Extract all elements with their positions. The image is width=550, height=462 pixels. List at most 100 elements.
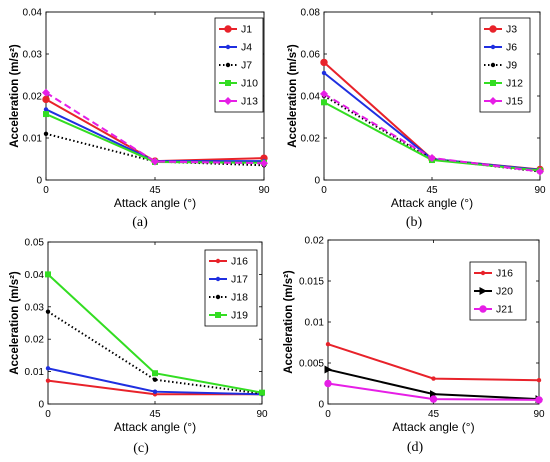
panel3-series-j17-point — [152, 389, 158, 394]
panel2-legend-j15-label: J15 — [506, 96, 523, 108]
panel1-series-j13-point — [260, 159, 268, 168]
panel2-ytick-label: 0.08 — [301, 8, 321, 19]
panel1-legend-j4-marker — [225, 44, 231, 50]
panel2-ytick-label: 0.04 — [301, 92, 321, 103]
panel3-x-axis-title: Attack angle (°) — [114, 420, 196, 434]
panel2-xtick-label: 0 — [321, 185, 327, 196]
panel1: 0 0.01 0.02 0.03 0.04 0 45 90 Attack angle (°) Ac… — [9, 8, 270, 231]
panel1-x-axis-title: Attack angle (°) — [114, 196, 196, 210]
panel3-legend-j18-label: J18 — [231, 292, 248, 304]
panel2-legend-j15-marker — [489, 97, 497, 105]
panel4-ytick-label: 0.02 — [305, 236, 325, 247]
panel2-ytick-label: 0.02 — [301, 134, 321, 145]
panel4-caption: (d) — [407, 440, 424, 455]
panel3-series-j16-point — [45, 378, 51, 383]
panel4-ytick-label: 0.005 — [299, 359, 324, 370]
panel4-xtick-label: 90 — [533, 409, 545, 420]
panel1-series-j13-line — [45, 91, 265, 165]
panel1-xtick-label: 90 — [258, 185, 270, 196]
panel2: 0 0.02 0.04 0.06 0.08 0 45 90 Attack angle (°) Ac… — [287, 8, 546, 231]
panel3-y-axis-title: Acceleration (m/s²) — [9, 271, 21, 375]
panel4-series-j16-point — [325, 341, 331, 347]
panel4-legend-j16-marker — [480, 270, 486, 276]
panel1-xtick-label: 0 — [43, 185, 49, 196]
panel3-xtick-label: 0 — [45, 409, 51, 420]
panel2-y-axis-title: Acceleration (m/s²) — [287, 44, 299, 148]
panel4-ytick-label: 0 — [318, 400, 324, 411]
panel2-series-j15-point — [320, 89, 328, 98]
panel4-series-j21-point — [429, 395, 438, 403]
panel3-xtick-label: 45 — [149, 409, 161, 420]
panel4-series-j21-point — [324, 379, 332, 388]
panel1-legend-j10-label: J10 — [241, 78, 258, 90]
panel1-legend-j1-marker — [224, 25, 232, 33]
panel2-legend-j9-label: J9 — [506, 60, 517, 72]
panel4-legend-j20-marker — [479, 287, 487, 295]
panel3-legend-j16-marker — [215, 258, 221, 264]
panel1-series-j13-point — [42, 88, 50, 97]
panel2-series-j15-point — [428, 153, 436, 162]
panel1-y-axis-title: Acceleration (m/s²) — [9, 44, 21, 148]
panel1-series-j4-point — [43, 107, 49, 112]
panel1-legend-j4-label: J4 — [241, 42, 252, 54]
panel1-legend-j10-marker — [225, 80, 231, 86]
panel1-caption: (a) — [132, 215, 148, 230]
panel3-series-j19-point — [152, 370, 158, 377]
panel2-legend-j3-marker — [489, 25, 497, 33]
panel3-series-j19-point — [45, 271, 51, 278]
panel2-series-j3-point — [320, 58, 328, 67]
panel1-legend-j7-label: J7 — [241, 60, 252, 72]
panel3-legend-j16-label: J16 — [231, 256, 248, 268]
panel2-xtick-label: 45 — [426, 185, 438, 196]
panel4-xtick-label: 0 — [325, 409, 331, 420]
panel2-legend-j3-label: J3 — [506, 24, 517, 36]
panel4-x-axis-title: Attack angle (°) — [392, 420, 474, 434]
panel4-y-axis-title: Acceleration (m/s²) — [283, 270, 295, 374]
panel1-series-j10-point — [43, 111, 49, 118]
panel1-series-j10-line — [45, 113, 265, 164]
panel1-ytick-label: 0.04 — [23, 8, 43, 19]
panel4-ytick-label: 0.01 — [305, 318, 325, 329]
panel3-xtick-label: 90 — [256, 409, 268, 420]
panel4-series-j16-line — [327, 343, 540, 382]
panel3-ytick-label: 0.01 — [25, 367, 45, 378]
panel4-xtick-label: 45 — [428, 409, 440, 420]
panel3-series-j18-point — [45, 309, 51, 314]
panel3-ytick-label: 0.03 — [25, 302, 45, 313]
panel3-series-j17-point — [45, 366, 51, 371]
panel1-series-j7-point — [43, 131, 49, 136]
panel4-legend-j21-marker — [479, 305, 487, 313]
panel3-legend-box — [204, 249, 258, 327]
panel3-caption: (c) — [133, 441, 149, 456]
panel2-ytick-label: 0 — [314, 176, 320, 187]
panel4-legend-j20-label: J20 — [496, 286, 513, 298]
panel1-series-j13-point — [151, 157, 159, 166]
panel1-ytick-label: 0 — [36, 176, 42, 187]
panel3-legend-j17-label: J17 — [231, 274, 248, 286]
panel3-legend-j18-marker — [215, 294, 221, 300]
panel4: 0 0.005 0.01 0.015 0.02 0 45 90 Attack angle (°)… — [283, 236, 545, 456]
panel1-ytick-label: 0.02 — [23, 92, 43, 103]
panel2-legend-j12-marker — [490, 80, 496, 86]
panel1-xtick-label: 45 — [149, 185, 161, 196]
panel1-ytick-label: 0.03 — [23, 50, 43, 61]
panel2-legend-j6-label: J6 — [506, 42, 517, 54]
panel4-series-j16-point — [431, 376, 436, 381]
panel2-xtick-label: 90 — [534, 185, 546, 196]
panel2-series-j6-point — [321, 70, 327, 76]
panel3-ytick-label: 0 — [38, 400, 44, 411]
panel1-legend-j13-label: J13 — [241, 96, 258, 108]
panel4-legend-j21-label: J21 — [496, 304, 513, 316]
panel3-ytick-label: 0.05 — [25, 238, 45, 249]
panel3-series-j19-point — [259, 389, 265, 396]
panel3-series-j18-point — [152, 377, 158, 382]
panel2-legend-j6-marker — [490, 44, 496, 50]
panel1-ytick-label: 0.01 — [23, 134, 43, 145]
panel2-legend-j12-label: J12 — [506, 78, 523, 90]
panel1-series-j1-point — [42, 95, 50, 104]
panel4-series-j16-point — [536, 378, 542, 383]
panel4-series-j21-point — [535, 396, 543, 404]
panel3-ytick-label: 0.04 — [25, 270, 45, 281]
panel1-legend-j1-label: J1 — [241, 24, 252, 36]
